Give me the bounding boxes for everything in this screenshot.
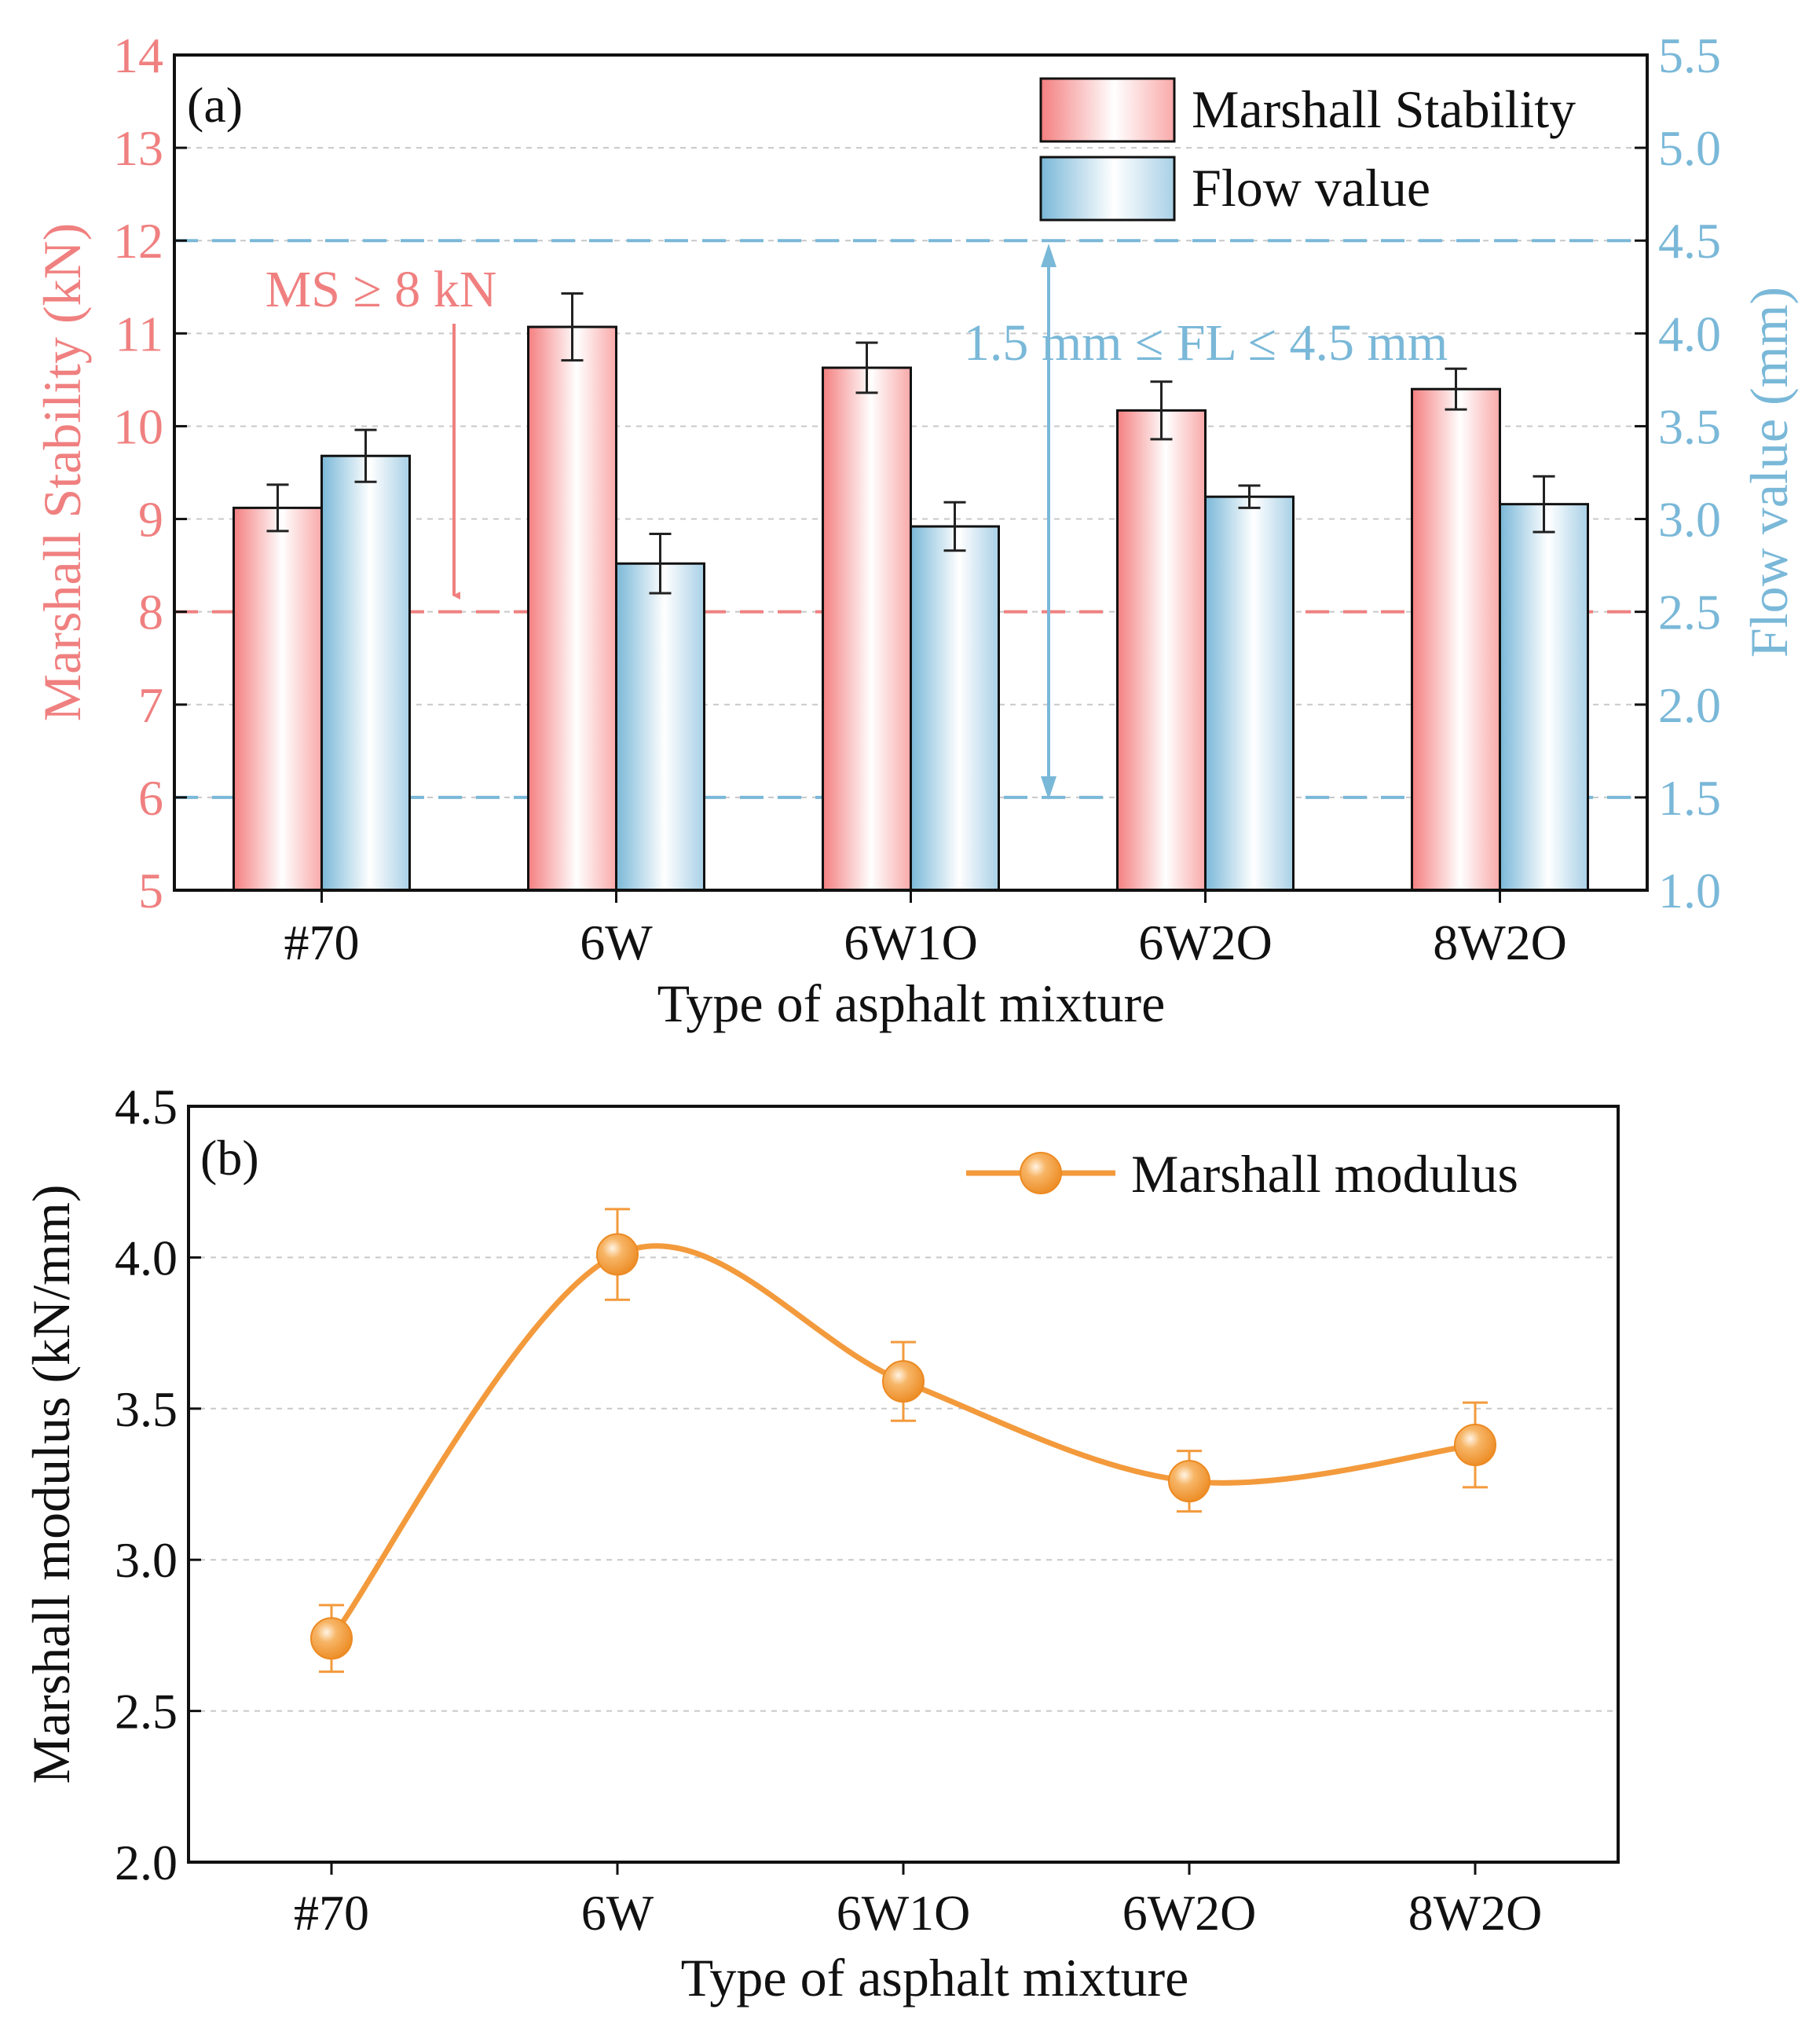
flow-value-bar-8W2O — [1499, 503, 1589, 892]
flow-value-error-6W2O — [1238, 484, 1261, 509]
legend-label-flow-value: Flow value — [1192, 158, 1430, 218]
panel-b-x-tick-label-6W2O: 6W2O — [1122, 1885, 1257, 1941]
ms-limit-label: MS ≥ 8 kN — [265, 261, 497, 318]
legend-label-marshall-modulus: Marshall modulus — [1131, 1144, 1518, 1204]
marshall-stability-bar-#70 — [233, 506, 323, 892]
panel-a-right-tick-label: 5.0 — [1658, 120, 1721, 176]
fl-limit-arrow — [1041, 244, 1056, 800]
panel-b-x-axis-title: Type of asphalt mixture — [681, 1948, 1189, 2008]
marshall-stability-error-6W1O — [855, 341, 878, 394]
flow-value-bar-6W — [615, 562, 705, 892]
panel-a-left-tick-label: 7 — [138, 677, 163, 733]
panel-a-left-tick-label: 5 — [138, 863, 163, 918]
marshall-stability-bar-6W2O — [1116, 409, 1207, 892]
panel-b-points — [310, 1233, 1496, 1660]
panel-a-left-tick-label: 14 — [113, 28, 163, 83]
panel-b-y-tick-label: 3.0 — [115, 1532, 178, 1588]
marshall-modulus-point-6W1O — [882, 1360, 925, 1403]
panel-a-left-axis-ticks: 5 6 7 8 9 10 11 12 13 14 — [113, 28, 187, 918]
marshall-stability-error-6W — [561, 292, 584, 362]
panel-a-x-tick-label-6W1O: 6W1O — [844, 915, 978, 970]
panel-a-x-axis-ticks: #70 6W 6W1O 6W2O 8W2O — [284, 890, 1567, 970]
panel-a-bars — [233, 325, 1589, 892]
flow-value-error-8W2O — [1533, 475, 1555, 534]
marshall-modulus-point-6W — [596, 1233, 639, 1276]
panel-b-y-tick-label: 4.0 — [115, 1230, 178, 1285]
marshall-stability-bar-6W — [527, 325, 617, 892]
flow-value-error-6W — [649, 532, 672, 595]
legend-label-marshall-stability: Marshall Stability — [1192, 79, 1576, 139]
panel-a: 5 6 7 8 9 10 11 12 13 14 1.0 1.5 2.0 2.5 3.0 3.5 4.0 4.5… — [32, 28, 1799, 1033]
panel-a-right-tick-label: 1.0 — [1658, 863, 1721, 918]
panel-a-y2-axis-title: Flow value (mm) — [1739, 287, 1799, 658]
flow-value-error-6W1O — [943, 500, 966, 552]
panel-b-x-tick-label-6W: 6W — [581, 1885, 654, 1941]
panel-a-left-tick-label: 9 — [138, 492, 163, 548]
panel-b-frame — [187, 1105, 1620, 1864]
panel-a-x-tick-label-6W: 6W — [580, 915, 653, 970]
flow-value-bar-6W1O — [910, 525, 1000, 892]
panel-b-y-tick-label: 2.5 — [115, 1684, 178, 1740]
marshall-stability-error-#70 — [266, 483, 289, 533]
panel-a-right-tick-label: 1.5 — [1658, 770, 1721, 826]
panel-b-x-tick-label-6W1O: 6W1O — [837, 1885, 971, 1941]
panel-b-y-tick-label: 2.0 — [115, 1835, 178, 1890]
legend-swatch-marshall-stability — [1039, 77, 1176, 143]
marshall-modulus-point-#70 — [310, 1617, 353, 1660]
legend-marker-marshall-modulus — [1020, 1152, 1062, 1194]
panel-a-right-tick-label: 3.0 — [1658, 492, 1721, 548]
panel-a-x-tick-label-6W2O: 6W2O — [1138, 915, 1273, 970]
panel-b-x-tick-label-#70: #70 — [294, 1885, 369, 1941]
panel-b-x-tick-label-8W2O: 8W2O — [1408, 1885, 1543, 1941]
marshall-stability-error-6W2O — [1150, 380, 1173, 441]
marshall-modulus-curve — [329, 1243, 1476, 1641]
panel-b-label: (b) — [200, 1130, 259, 1186]
panel-a-left-tick-label: 6 — [138, 770, 163, 826]
panel-b-y-axis-title: Marshall modulus (kN/mm) — [21, 1184, 81, 1784]
marshall-stability-error-8W2O — [1445, 367, 1467, 411]
panel-b: 2.0 2.5 3.0 3.5 4.0 4.5 #70 6W 6W1O 6W2O 8W2O (b)… — [21, 1079, 1620, 2008]
panel-b-y-tick-label: 4.5 — [115, 1079, 178, 1135]
panel-a-x-tick-label-#70: #70 — [284, 915, 360, 970]
panel-a-right-tick-label: 5.5 — [1658, 28, 1721, 83]
marshall-modulus-point-6W2O — [1168, 1460, 1210, 1503]
panel-a-right-tick-label: 4.5 — [1658, 213, 1721, 269]
panel-a-right-tick-label: 3.5 — [1658, 398, 1721, 454]
panel-a-y-axis-title: Marshall Stability (kN) — [32, 223, 92, 722]
legend-swatch-flow-value — [1039, 156, 1176, 222]
panel-b-x-axis-ticks: #70 6W 6W1O 6W2O 8W2O — [294, 1862, 1542, 1941]
panel-a-left-tick-label: 8 — [138, 585, 163, 640]
panel-a-legend: Marshall Stability Flow value — [1039, 77, 1576, 222]
panel-a-left-tick-label: 12 — [113, 213, 163, 269]
panel-a-x-tick-label-8W2O: 8W2O — [1433, 915, 1567, 970]
panel-a-left-tick-label: 13 — [113, 120, 163, 176]
fl-limit-label: 1.5 mm ≤ FL ≤ 4.5 mm — [964, 314, 1448, 372]
flow-value-error-#70 — [354, 428, 377, 483]
panel-b-y-axis-ticks: 2.0 2.5 3.0 3.5 4.0 4.5 — [115, 1079, 201, 1890]
panel-b-gridlines — [189, 1256, 1618, 1712]
panel-a-right-axis-ticks: 1.0 1.5 2.0 2.5 3.0 3.5 4.0 4.5 5.0 5.5 — [1635, 28, 1721, 918]
panel-a-left-tick-label: 11 — [115, 306, 163, 361]
panel-a-error-bars — [266, 292, 1555, 595]
marshall-stability-bar-6W1O — [822, 366, 912, 892]
panel-b-legend: Marshall modulus — [966, 1144, 1518, 1204]
marshall-modulus-point-8W2O — [1454, 1423, 1496, 1466]
panel-a-label: (a) — [187, 77, 243, 133]
panel-b-y-tick-label: 3.5 — [115, 1381, 178, 1437]
flow-value-bar-6W2O — [1204, 495, 1295, 892]
marshall-stability-bar-8W2O — [1411, 387, 1501, 892]
panel-a-right-tick-label: 4.0 — [1658, 306, 1721, 361]
panel-a-left-tick-label: 10 — [113, 398, 163, 454]
panel-a-right-tick-label: 2.0 — [1658, 677, 1721, 733]
panel-a-right-tick-label: 2.5 — [1658, 585, 1721, 640]
flow-value-bar-#70 — [320, 454, 411, 892]
panel-a-x-axis-title: Type of asphalt mixture — [657, 974, 1166, 1033]
panel-b-error-bars — [319, 1208, 1488, 1674]
